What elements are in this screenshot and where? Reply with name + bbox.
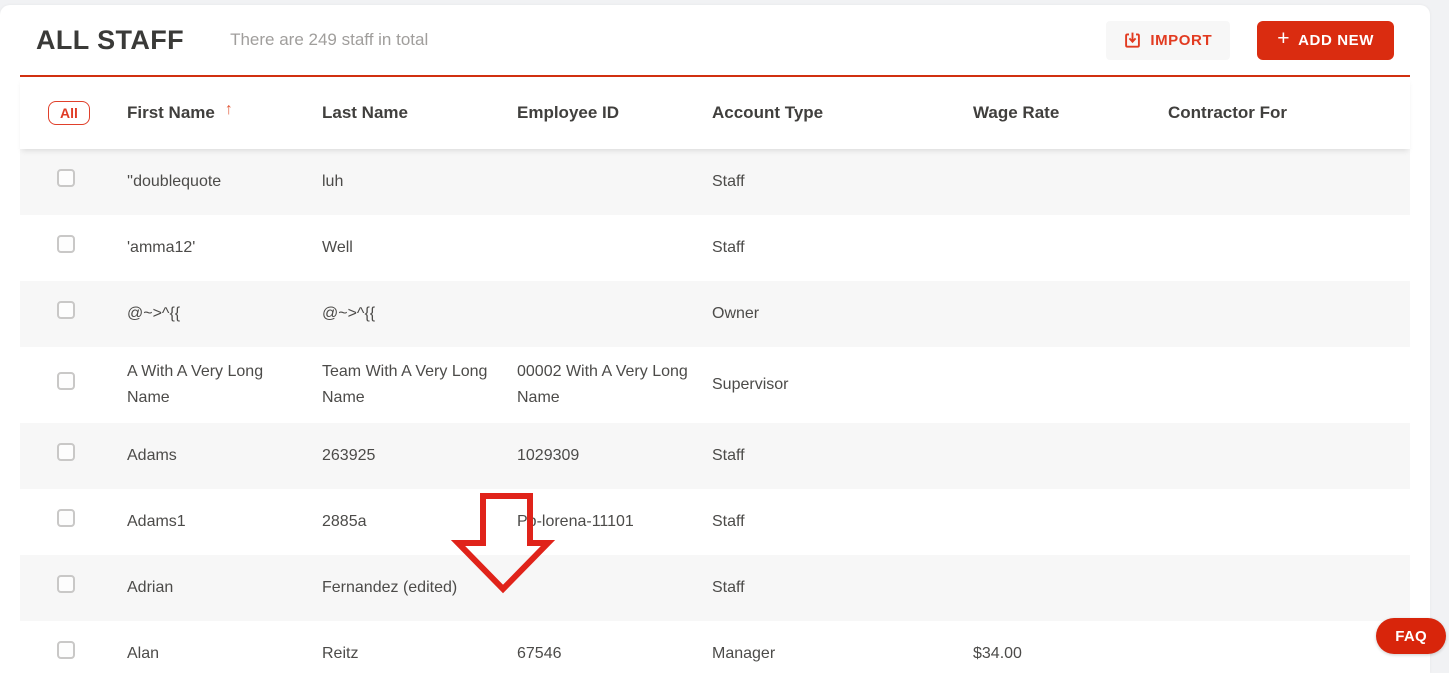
cell-contractor-for bbox=[1168, 510, 1410, 534]
table-row[interactable]: 'amma12' Well Staff bbox=[20, 215, 1410, 281]
cell-contractor-for bbox=[1168, 642, 1410, 666]
cell-account-type: Staff bbox=[712, 239, 745, 256]
cell-contractor-for bbox=[1168, 444, 1410, 468]
cell-wage-rate: $34.00 bbox=[973, 645, 1022, 662]
cell-contractor-for bbox=[1168, 236, 1410, 260]
column-header-first-name[interactable]: First Name ↑ bbox=[127, 101, 233, 122]
select-all-button[interactable]: All bbox=[48, 101, 90, 125]
row-checkbox[interactable] bbox=[57, 371, 75, 390]
checkbox-cell bbox=[20, 289, 127, 340]
cell-wage-rate bbox=[973, 236, 1168, 260]
cell-employee-id bbox=[517, 576, 712, 600]
row-checkbox[interactable] bbox=[57, 168, 75, 187]
select-all-cell: All bbox=[20, 101, 127, 125]
table-body: ''doublequote luh Staff 'amma12' Well St… bbox=[20, 149, 1410, 673]
column-header-last-name[interactable]: Last Name bbox=[322, 103, 408, 122]
plus-icon: + bbox=[1277, 27, 1291, 50]
page-header: ALL STAFF There are 249 staff in total I… bbox=[20, 5, 1410, 77]
add-new-button-label: ADD NEW bbox=[1298, 31, 1374, 49]
row-checkbox[interactable] bbox=[57, 574, 75, 593]
staff-count-subtitle: There are 249 staff in total bbox=[230, 30, 429, 49]
cell-last-name: Team With A Very Long Name bbox=[322, 363, 488, 406]
staff-table: All First Name ↑ Last Name Employee ID A… bbox=[20, 77, 1410, 673]
table-row[interactable]: ''doublequote luh Staff bbox=[20, 149, 1410, 215]
cell-first-name: @~>^{{ bbox=[127, 305, 181, 322]
checkbox-cell bbox=[20, 431, 127, 482]
cell-wage-rate bbox=[973, 373, 1168, 397]
cell-employee-id: 1029309 bbox=[517, 447, 580, 464]
cell-last-name: 2885a bbox=[322, 513, 367, 530]
cell-last-name: luh bbox=[322, 173, 344, 190]
cell-first-name: ''doublequote bbox=[127, 173, 222, 190]
checkbox-cell bbox=[20, 563, 127, 614]
staff-page-card: ALL STAFF There are 249 staff in total I… bbox=[0, 5, 1430, 673]
cell-account-type: Staff bbox=[712, 447, 745, 464]
cell-account-type: Staff bbox=[712, 579, 745, 596]
faq-button[interactable]: FAQ bbox=[1376, 618, 1446, 654]
cell-first-name: Adams1 bbox=[127, 513, 186, 530]
cell-first-name: A With A Very Long Name bbox=[127, 363, 264, 406]
table-row[interactable]: Adams1 2885a Pb-lorena-11101 Staff bbox=[20, 489, 1410, 555]
column-header-contractor-for[interactable]: Contractor For bbox=[1168, 103, 1287, 122]
cell-first-name: Adrian bbox=[127, 579, 174, 596]
table-row[interactable]: Adams 263925 1029309 Staff bbox=[20, 423, 1410, 489]
checkbox-cell bbox=[20, 629, 127, 673]
cell-last-name: Well bbox=[322, 239, 353, 256]
cell-account-type: Manager bbox=[712, 645, 776, 662]
row-checkbox[interactable] bbox=[57, 508, 75, 527]
cell-employee-id bbox=[517, 236, 712, 260]
cell-wage-rate bbox=[973, 444, 1168, 468]
add-new-button[interactable]: + ADD NEW bbox=[1257, 20, 1394, 60]
cell-wage-rate bbox=[973, 302, 1168, 326]
row-checkbox[interactable] bbox=[57, 234, 75, 253]
cell-last-name: Fernandez (edited) bbox=[322, 579, 458, 596]
cell-employee-id: Pb-lorena-11101 bbox=[517, 513, 634, 530]
import-icon bbox=[1124, 32, 1141, 49]
sort-ascending-icon[interactable]: ↑ bbox=[224, 101, 233, 118]
import-button-label: IMPORT bbox=[1150, 31, 1213, 49]
table-column-header: All First Name ↑ Last Name Employee ID A… bbox=[20, 77, 1410, 149]
row-checkbox[interactable] bbox=[57, 442, 75, 461]
table-row[interactable]: A With A Very Long Name Team With A Very… bbox=[20, 347, 1410, 423]
cell-first-name: 'amma12' bbox=[127, 239, 196, 256]
cell-last-name: 263925 bbox=[322, 447, 376, 464]
table-row[interactable]: @~>^{{ @~>^{{ Owner bbox=[20, 281, 1410, 347]
row-checkbox[interactable] bbox=[57, 640, 75, 659]
cell-account-type: Supervisor bbox=[712, 376, 789, 393]
cell-employee-id: 00002 With A Very Long Name bbox=[517, 363, 688, 406]
cell-account-type: Staff bbox=[712, 173, 745, 190]
checkbox-cell bbox=[20, 497, 127, 548]
cell-wage-rate bbox=[973, 510, 1168, 534]
cell-contractor-for bbox=[1168, 170, 1410, 194]
cell-first-name: Adams bbox=[127, 447, 177, 464]
cell-wage-rate bbox=[973, 576, 1168, 600]
checkbox-cell bbox=[20, 360, 127, 411]
table-row[interactable]: Alan Reitz 67546 Manager $34.00 bbox=[20, 621, 1410, 673]
cell-contractor-for bbox=[1168, 576, 1410, 600]
row-checkbox[interactable] bbox=[57, 300, 75, 319]
column-header-employee-id[interactable]: Employee ID bbox=[517, 103, 620, 122]
cell-employee-id: 67546 bbox=[517, 645, 562, 662]
table-row[interactable]: Adrian Fernandez (edited) Staff bbox=[20, 555, 1410, 621]
cell-contractor-for bbox=[1168, 302, 1410, 326]
checkbox-cell bbox=[20, 223, 127, 274]
cell-wage-rate bbox=[973, 170, 1168, 194]
column-header-account-type[interactable]: Account Type bbox=[712, 103, 824, 122]
column-header-wage-rate[interactable]: Wage Rate bbox=[973, 103, 1060, 122]
cell-employee-id bbox=[517, 302, 712, 326]
cell-contractor-for bbox=[1168, 373, 1410, 397]
page-title: ALL STAFF bbox=[36, 24, 185, 55]
cell-account-type: Staff bbox=[712, 513, 745, 530]
cell-employee-id bbox=[517, 170, 712, 194]
import-button[interactable]: IMPORT bbox=[1106, 20, 1231, 60]
checkbox-cell bbox=[20, 157, 127, 208]
cell-last-name: @~>^{{ bbox=[322, 305, 376, 322]
cell-account-type: Owner bbox=[712, 305, 760, 322]
cell-last-name: Reitz bbox=[322, 645, 359, 662]
cell-first-name: Alan bbox=[127, 645, 160, 662]
